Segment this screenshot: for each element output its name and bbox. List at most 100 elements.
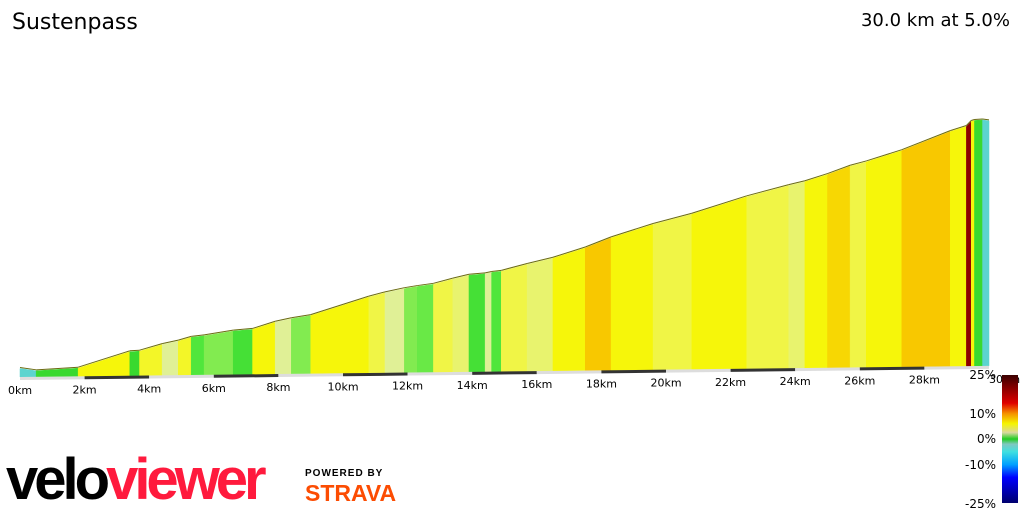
profile-ridge-line: [233, 327, 253, 331]
gradient-segment: [849, 161, 867, 368]
gradient-segment: [827, 165, 851, 369]
gradient-segment: [552, 247, 586, 372]
km-scale-bar: [278, 373, 344, 378]
km-scale-bar: [472, 371, 537, 375]
km-scale-bars: [19, 365, 990, 380]
km-scale-bar: [859, 366, 925, 371]
profile-ridge-line: [310, 295, 369, 316]
km-scale-bar: [19, 376, 85, 380]
gradient-segment: [949, 126, 967, 367]
x-axis-ticks: 0km 2km 4km 6km 8km 10km 12km 14km 16km 18km 20km 2…: [8, 373, 1020, 397]
profile-ridge-line: [552, 246, 586, 258]
gradient-segment: [970, 120, 975, 367]
x-tick-label: 10km: [327, 380, 358, 393]
page-title: Sustenpass: [12, 10, 138, 35]
profile-ridge-line: [950, 125, 967, 132]
profile-ridge-line: [849, 160, 867, 166]
km-scale-bar: [84, 375, 150, 380]
climb-summary: 30.0 km at 5.0%: [860, 10, 1010, 31]
gradient-segment: [804, 174, 828, 369]
profile-ridge-line: [974, 118, 983, 120]
gradient-segment: [77, 351, 131, 377]
profile-ridge-line: [746, 184, 789, 197]
gradient-segment: [203, 330, 234, 376]
profile-ridge-line: [485, 270, 492, 274]
profile-ridge-line: [804, 173, 828, 182]
x-tick-label: 12km: [392, 380, 423, 393]
gradient-segment: [652, 213, 693, 371]
legend-tick: 10%: [969, 407, 996, 421]
legend-tick: 0%: [977, 432, 996, 446]
profile-ridge-line: [129, 349, 140, 352]
gradient-segment: [691, 196, 747, 370]
x-tick-label: 0km: [8, 384, 32, 397]
gradient-segment: [291, 315, 311, 375]
profile-ridge-line: [139, 343, 163, 351]
gradient-segment: [452, 274, 470, 373]
gradient-segment: [274, 318, 292, 375]
profile-ridge-line: [585, 236, 612, 248]
legend-tick: -25%: [965, 497, 996, 511]
profile-ridge-line: [384, 287, 405, 293]
profile-ridge-line: [652, 212, 692, 225]
gradient-segment: [468, 273, 486, 373]
gradient-segment: [417, 284, 434, 373]
x-tick-label: 2km: [73, 383, 97, 396]
x-tick-label: 4km: [137, 383, 161, 396]
profile-ridge-line: [433, 277, 453, 284]
gradient-segment: [384, 288, 405, 374]
x-tick-label: 26km: [844, 374, 875, 387]
powered-by-label: POWERED BY: [305, 468, 384, 479]
profile-ridge-line: [610, 223, 654, 238]
profile-ridge-line: [417, 282, 434, 287]
gradient-segment: [966, 120, 972, 367]
x-tick-label: 14km: [457, 379, 488, 392]
km-scale-bar: [665, 368, 731, 373]
gradient-segment: [866, 150, 903, 368]
profile-ridge-line: [468, 272, 486, 275]
logo-viewer: viewer: [106, 447, 267, 512]
gradient-segment: [746, 185, 789, 369]
km-scale-bar: [536, 370, 602, 375]
profile-ridge-line: [191, 334, 205, 337]
profile-ridge-line: [291, 314, 311, 319]
profile-ridge-line: [901, 130, 951, 151]
profile-ridge-line: [982, 118, 990, 121]
profile-ridge-line: [368, 291, 386, 297]
gradient-segment: [484, 272, 492, 372]
gradient-segment: [190, 335, 205, 376]
gradient-segment: [982, 119, 990, 367]
profile-ridge-line: [204, 329, 234, 336]
veloviewer-logo: veloviewer: [6, 451, 267, 509]
x-tick-label: 22km: [715, 376, 746, 389]
gradient-segment: [501, 264, 528, 372]
km-scale-bar: [149, 374, 214, 379]
gradient-segment: [901, 131, 951, 368]
profile-ridge-line: [19, 367, 37, 371]
profile-ridge-line: [788, 180, 806, 186]
x-tick-label: 8km: [266, 381, 290, 394]
profile-segments: [19, 118, 990, 378]
profile-ridge-line: [252, 320, 276, 329]
gradient-segment: [610, 224, 654, 371]
gradient-segment: [161, 340, 179, 376]
profile-ridge-line: [36, 366, 79, 371]
x-tick-label: 18km: [586, 377, 617, 390]
gradient-segment: [232, 329, 253, 375]
legend-tick: -10%: [965, 458, 996, 472]
km-scale-bar: [924, 365, 990, 370]
profile-ridge-line: [971, 119, 975, 121]
gradient-segment: [433, 278, 454, 373]
profile-ridge-line: [691, 195, 747, 214]
strava-logo: STRAVA: [305, 480, 397, 506]
km-scale-bar: [730, 368, 796, 372]
logo-velo: velo: [6, 447, 110, 512]
km-scale-bar: [601, 369, 667, 374]
km-scale-bar: [795, 367, 860, 372]
gradient-segment: [129, 350, 140, 376]
x-tick-label: 24km: [780, 375, 811, 388]
gradient-segment: [585, 237, 612, 371]
legend-tick: 25%: [969, 368, 996, 382]
gradient-segment: [252, 321, 276, 375]
